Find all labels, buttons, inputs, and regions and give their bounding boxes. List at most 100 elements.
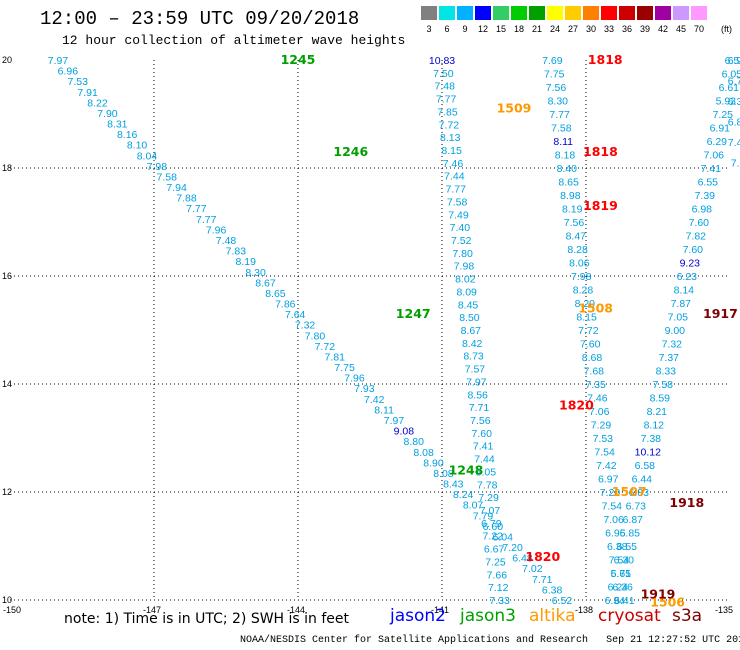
- swh-value: 6.61: [611, 568, 632, 580]
- time-label: 1246: [333, 144, 368, 159]
- swh-value: 8.15: [441, 145, 462, 157]
- swh-value: 7.58: [551, 123, 572, 135]
- swh-value: 6.58: [635, 460, 656, 472]
- legend-swatch: [439, 6, 455, 20]
- legend-label: 30: [585, 24, 596, 34]
- swh-value: 8.10: [127, 140, 148, 152]
- time-label: 1818: [588, 52, 623, 67]
- swh-value: 7.32: [662, 339, 683, 351]
- x-tick-label: -135: [715, 605, 733, 615]
- swh-value: 8.65: [558, 177, 579, 189]
- satellite-cryosat: cryosat: [598, 606, 661, 626]
- swh-value: 10.83: [429, 55, 455, 67]
- swh-value: 6.41: [614, 595, 635, 607]
- legend-swatch: [421, 6, 437, 20]
- swh-value: 7.57: [465, 364, 486, 376]
- swh-value: 6.97: [598, 474, 619, 486]
- swh-value: 6.78: [728, 76, 740, 88]
- swh-value: 8.67: [255, 277, 276, 289]
- legend-label: 39: [639, 24, 650, 34]
- legend-label: 27: [567, 24, 578, 34]
- swh-value: 8.22: [87, 97, 108, 109]
- legend-label: 33: [603, 24, 614, 34]
- satellite-altika: altika: [529, 606, 576, 626]
- swh-value: 6.91: [710, 123, 731, 135]
- swh-value: 7.46: [443, 158, 464, 170]
- swh-value: 8.30: [245, 267, 266, 279]
- x-tick-label: -147: [143, 605, 161, 615]
- time-label: 1506: [650, 595, 685, 610]
- time-label: 1819: [583, 198, 618, 213]
- time-label: 1507: [612, 484, 647, 499]
- swh-value: 7.39: [695, 190, 716, 202]
- swh-value: 7.58: [156, 171, 177, 183]
- swh-value: 8.08: [413, 447, 434, 459]
- swh-value: 7.66: [487, 569, 508, 581]
- swh-value: 6.44: [632, 474, 653, 486]
- swh-value: 7.93: [354, 383, 375, 395]
- swh-value: 6.60: [483, 521, 504, 533]
- legend-swatch: [511, 6, 527, 20]
- swh-value: 7.58: [447, 196, 468, 208]
- swh-value: 7.96: [344, 373, 365, 385]
- y-tick-label: 14: [2, 379, 12, 389]
- page-subtitle: 12 hour collection of altimeter wave hei…: [62, 33, 406, 48]
- swh-value: 7.53: [593, 433, 614, 445]
- swh-value: 6.30: [614, 555, 635, 567]
- legend-label: 45: [675, 24, 686, 34]
- swh-value: 8.08: [433, 468, 454, 480]
- swh-value: 7.42: [364, 394, 385, 406]
- swh-value: 7.20: [600, 487, 621, 499]
- swh-value: 7.06: [589, 406, 610, 418]
- swh-value: 8.90: [423, 457, 444, 469]
- swh-value: 8.50: [459, 312, 480, 324]
- swh-value: 6.05: [722, 69, 740, 81]
- footer-timestamp: Sep 21 12:27:52 UTC 2018: [606, 635, 740, 646]
- swh-value: 7.71: [532, 574, 553, 586]
- swh-value: 7.60: [472, 428, 493, 440]
- swh-value: 6.24: [608, 582, 629, 594]
- swh-value: 6.85: [620, 528, 641, 540]
- swh-value: 9.00: [665, 325, 686, 337]
- swh-value: 8.28: [567, 244, 588, 256]
- swh-value: 6.87: [623, 514, 644, 526]
- swh-value: 6.86: [728, 117, 740, 129]
- swh-value: 7.54: [609, 555, 630, 567]
- swh-value: 6.52: [552, 595, 573, 607]
- y-tick-label: 20: [2, 55, 12, 65]
- legend-swatch: [655, 6, 671, 20]
- swh-value: 6.73: [626, 501, 647, 513]
- swh-value: 7.41: [473, 441, 494, 453]
- legend-swatch: [601, 6, 617, 20]
- swh-value: 7.98: [147, 161, 168, 173]
- swh-value: 8.12: [644, 420, 665, 432]
- swh-value: 8.15: [576, 312, 597, 324]
- swh-value: 7.77: [186, 203, 207, 215]
- swh-value: 7.60: [580, 339, 601, 351]
- swh-value: 7.96: [206, 224, 227, 236]
- swh-value: 7.07: [480, 505, 501, 517]
- swh-value: 7.35: [585, 379, 606, 391]
- swh-value: 7.46: [587, 393, 608, 405]
- y-tick-label: 12: [2, 487, 12, 497]
- swh-value: 8.28: [573, 285, 594, 297]
- swh-value: 6.67: [484, 544, 505, 556]
- swh-value: 5.93: [716, 96, 737, 108]
- swh-value: 6.23: [677, 271, 698, 283]
- swh-value: 8.42: [462, 338, 483, 350]
- swh-value: 6.96: [58, 66, 79, 78]
- swh-value: 7.77: [196, 214, 217, 226]
- legend-label: 70: [693, 24, 704, 34]
- y-tick-label: 10: [2, 595, 12, 605]
- swh-value: 6.61: [719, 82, 740, 94]
- swh-value: 7.56: [564, 217, 585, 229]
- y-tick-label: 16: [2, 271, 12, 281]
- swh-value: 6.98: [692, 204, 713, 216]
- swh-value: 7.72: [315, 341, 336, 353]
- swh-value: 7.97: [384, 415, 405, 427]
- swh-value: 7.42: [728, 137, 740, 149]
- swh-value: 7.72: [439, 119, 460, 131]
- swh-value: 6.04: [492, 531, 513, 543]
- swh-value: 7.41: [701, 163, 722, 175]
- legend-swatch: [637, 6, 653, 20]
